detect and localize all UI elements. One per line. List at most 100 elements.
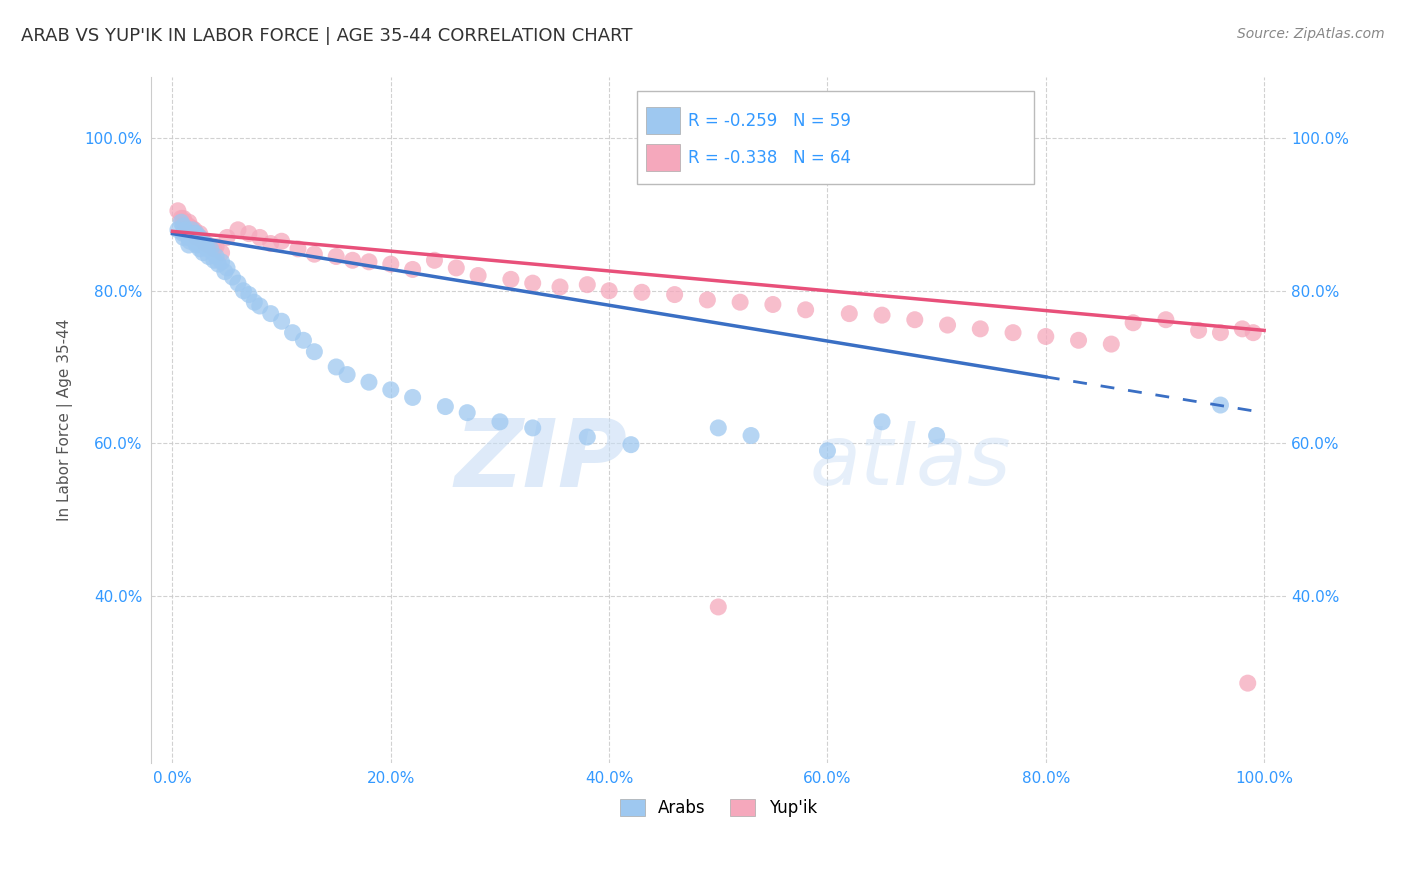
Point — [548, 280, 571, 294]
Point — [186, 230, 208, 244]
Point — [499, 272, 522, 286]
Point — [181, 221, 204, 235]
Point — [167, 223, 190, 237]
Point — [181, 230, 204, 244]
Point — [238, 287, 260, 301]
Point — [215, 230, 238, 244]
Point — [728, 295, 751, 310]
Point — [260, 307, 283, 321]
Point — [357, 375, 380, 389]
Point — [1122, 316, 1144, 330]
Point — [215, 260, 238, 275]
Point — [238, 227, 260, 241]
Point — [522, 276, 544, 290]
Point — [325, 250, 347, 264]
Point — [270, 314, 292, 328]
Point — [202, 253, 225, 268]
Point — [380, 383, 402, 397]
Point — [188, 230, 211, 244]
Point — [214, 265, 236, 279]
Point — [1099, 337, 1122, 351]
Point — [423, 253, 446, 268]
Point — [260, 236, 283, 251]
Point — [925, 428, 948, 442]
Point — [762, 297, 785, 311]
Point — [187, 230, 209, 244]
Point — [631, 285, 654, 300]
Point — [870, 308, 893, 322]
Point — [197, 242, 219, 256]
Text: R = -0.338   N = 64: R = -0.338 N = 64 — [688, 149, 851, 167]
Point — [281, 326, 304, 340]
Point — [434, 400, 457, 414]
Point — [401, 262, 423, 277]
Point — [183, 223, 205, 237]
Legend: Arabs, Yup'ik: Arabs, Yup'ik — [613, 792, 824, 823]
Point — [794, 302, 817, 317]
Point — [401, 391, 423, 405]
Point — [191, 238, 214, 252]
Point — [1188, 323, 1211, 337]
Text: ZIP: ZIP — [454, 416, 627, 508]
Point — [226, 276, 249, 290]
Point — [1035, 329, 1057, 343]
Point — [188, 242, 211, 256]
Point — [904, 312, 927, 326]
Point — [1241, 326, 1264, 340]
Point — [170, 211, 193, 226]
Point — [467, 268, 489, 283]
Point — [1067, 333, 1090, 347]
Point — [357, 255, 380, 269]
Point — [186, 238, 208, 252]
FancyBboxPatch shape — [645, 107, 679, 135]
Point — [197, 250, 219, 264]
Point — [664, 287, 686, 301]
Point — [817, 443, 839, 458]
Point — [188, 227, 211, 241]
Point — [177, 238, 200, 252]
Point — [838, 307, 860, 321]
Point — [456, 406, 478, 420]
Point — [172, 219, 194, 233]
Text: ARAB VS YUP'IK IN LABOR FORCE | AGE 35-44 CORRELATION CHART: ARAB VS YUP'IK IN LABOR FORCE | AGE 35-4… — [21, 27, 633, 45]
Point — [249, 230, 271, 244]
Point — [696, 293, 718, 307]
Point — [183, 227, 205, 241]
Point — [211, 245, 233, 260]
Point — [194, 236, 217, 251]
Point — [870, 415, 893, 429]
Point — [188, 230, 211, 244]
Point — [292, 333, 315, 347]
Point — [336, 368, 359, 382]
Point — [936, 318, 959, 332]
Point — [177, 215, 200, 229]
Text: atlas: atlas — [808, 421, 1011, 502]
Point — [342, 253, 364, 268]
Point — [446, 260, 468, 275]
Point — [176, 219, 198, 233]
Point — [183, 227, 205, 241]
Point — [249, 299, 271, 313]
Point — [177, 230, 200, 244]
Y-axis label: In Labor Force | Age 35-44: In Labor Force | Age 35-44 — [58, 319, 73, 522]
Point — [620, 438, 643, 452]
Point — [205, 250, 228, 264]
Point — [197, 238, 219, 252]
Point — [287, 242, 309, 256]
Point — [205, 239, 228, 253]
Point — [177, 219, 200, 233]
Point — [172, 215, 194, 229]
Point — [489, 415, 512, 429]
Point — [522, 421, 544, 435]
Point — [1232, 322, 1254, 336]
Point — [174, 217, 197, 231]
Point — [167, 203, 190, 218]
FancyBboxPatch shape — [645, 144, 679, 171]
Point — [207, 257, 229, 271]
Point — [707, 599, 730, 614]
Point — [176, 227, 198, 241]
Point — [170, 215, 193, 229]
Point — [598, 284, 620, 298]
Point — [194, 236, 217, 251]
Text: R = -0.259   N = 59: R = -0.259 N = 59 — [688, 112, 851, 129]
